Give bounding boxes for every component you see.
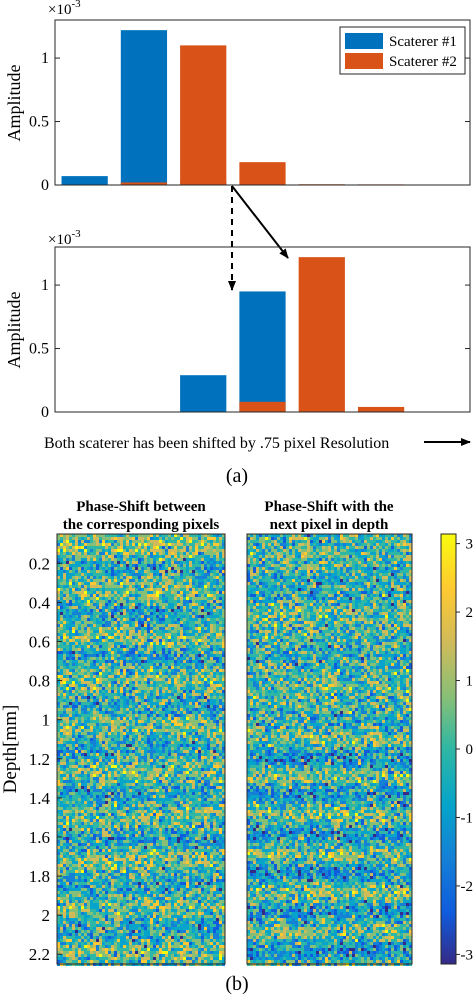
y-tick-label: 0.5 [29, 341, 49, 358]
bar-s2-4 [239, 162, 286, 185]
depth-tick-label: 0.8 [29, 672, 50, 691]
bar-s1-1 [61, 176, 108, 185]
legend-label-scatterer-1: Scaterer #1 [389, 34, 457, 50]
legend-swatch-scatterer-2 [345, 53, 383, 69]
bar-s1-2 [120, 30, 168, 186]
depth-tick-label: 2.2 [29, 945, 50, 964]
depth-tick-label: 1.4 [29, 789, 51, 808]
heatmap-left-title-2: the corresponding pixels [63, 517, 220, 533]
colorbar: 3 2 1 0 -1 -2 -3 [440, 533, 474, 965]
heatmap-left-title-1: Phase-Shift between [76, 499, 206, 515]
bar-s2-2 [120, 182, 168, 185]
colorbar-tick-label: -2 [461, 879, 474, 895]
colorbar-tick-label: -1 [461, 810, 474, 826]
colorbar-gradient [440, 533, 457, 965]
bar-s1-4 [239, 291, 286, 412]
y-axis-label: Amplitude [4, 291, 24, 368]
y-exponent-label: ×10-3 [48, 228, 81, 248]
panel-b-label: (b) [225, 973, 248, 995]
heatmap-right: Phase-Shift with the next pixel in depth [246, 499, 413, 966]
colorbar-tick-label: 1 [466, 674, 474, 690]
bar-s2-5 [298, 257, 345, 412]
legend: Scaterer #1 Scaterer #2 [339, 26, 466, 75]
heatmap-right-title-1: Phase-Shift with the [264, 499, 394, 515]
heatmap-right-frame [246, 533, 413, 965]
depth-tick-label: 2 [42, 906, 51, 925]
depth-tick-label: 1 [42, 711, 51, 730]
plot-frame [54, 246, 471, 413]
y-exponent-label: ×10-3 [48, 0, 81, 18]
heatmap-left: Phase-Shift between the corresponding pi… [0, 499, 226, 966]
plot-frame [54, 19, 471, 186]
bar-s1-3 [180, 375, 227, 412]
y-axis-label: Amplitude [4, 64, 24, 141]
y-tick-label: 0 [41, 404, 49, 421]
depth-tick-label: 0.6 [29, 633, 50, 652]
shift-caption: Both scaterer has been shifted by .75 pi… [44, 435, 389, 452]
depth-tick-label: 0.4 [29, 593, 51, 612]
bar-s2-6 [357, 406, 405, 412]
colorbar-tick-label: 0 [466, 742, 474, 758]
heatmap-left-frame [56, 533, 226, 965]
legend-label-scatterer-2: Scaterer #2 [389, 54, 457, 70]
y-tick-label: 1 [41, 277, 49, 294]
depth-tick-label: 1.2 [29, 750, 50, 769]
panel-a-label: (a) [226, 465, 248, 487]
heatmap-right-title-2: next pixel in depth [270, 517, 389, 533]
bar-s2-3 [180, 45, 227, 186]
colorbar-tick-label: -3 [461, 947, 474, 963]
depth-tick-label: 0.2 [29, 554, 50, 573]
legend-swatch-scatterer-1 [345, 33, 383, 49]
colorbar-tick-label: 2 [466, 605, 474, 621]
depth-tick-label: 1.8 [29, 867, 50, 886]
y-tick-label: 0.5 [29, 114, 49, 131]
solid-arrow [231, 185, 289, 259]
heatmap-y-axis-label: Depth[mm] [0, 705, 21, 794]
bar-chart-bottom: 0 0.5 1 Amplitude ×10-3 [4, 228, 471, 421]
bar-chart-top: 0 0.5 1 Amplitude ×10-3 Scaterer #1 Scater… [4, 0, 471, 194]
y-tick-label: 0 [41, 177, 49, 194]
bar-s2-4 [239, 401, 286, 412]
colorbar-tick-label: 3 [466, 537, 474, 553]
y-tick-label: 1 [41, 50, 49, 67]
depth-tick-label: 1.6 [29, 828, 50, 847]
